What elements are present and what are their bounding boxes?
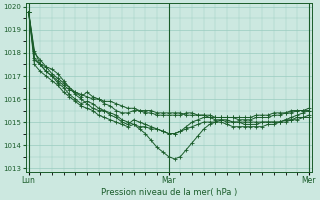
X-axis label: Pression niveau de la mer( hPa ): Pression niveau de la mer( hPa ) — [100, 188, 237, 197]
